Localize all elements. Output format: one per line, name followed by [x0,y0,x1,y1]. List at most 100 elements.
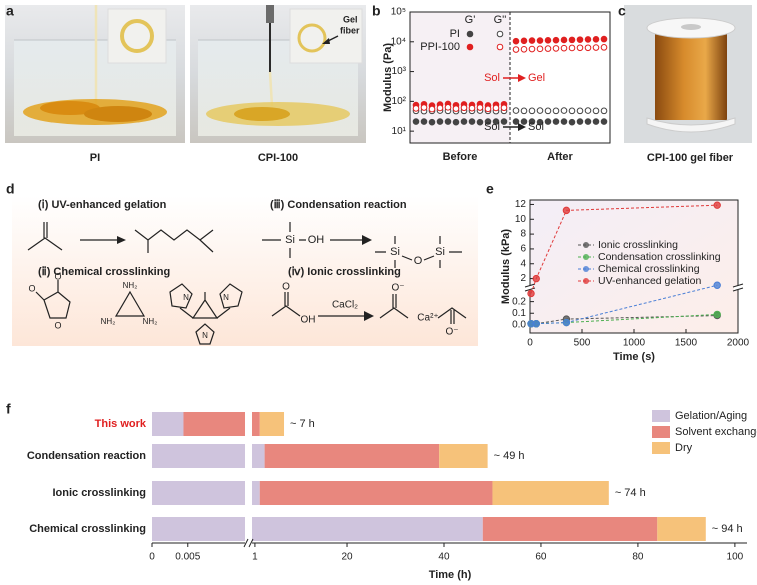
atom-label: O⁻ [391,283,404,294]
data-point [552,45,560,52]
atom-label: O [28,283,35,293]
annotation-arrowhead [518,123,526,131]
annotation-arrowhead [518,74,526,82]
data-point [536,37,544,44]
data-point [460,104,468,112]
data-point [600,107,608,115]
y-tick-label: 10² [392,96,407,107]
data-point [412,118,420,125]
atom-label: O [54,271,61,281]
legend-label: Ionic crosslinking [598,239,678,251]
axis-break-mark [732,287,744,292]
data-point [600,35,608,43]
x-axis-label: Time (s) [613,351,655,363]
data-point [713,281,721,289]
panel-label: f [6,401,11,417]
data-point [412,105,420,112]
panel-label: c [618,3,626,19]
reaction-title: (ⅳ) Ionic crosslinking [288,266,401,278]
y-tick-label: 0.2 [512,296,526,307]
data-point [560,107,568,114]
axis-break-mark [248,538,254,548]
data-point [584,44,592,52]
annotation: Sol [528,121,544,133]
axis-break-mark [243,538,249,548]
data-point [512,107,520,114]
total-label: ~ 7 h [290,418,315,430]
data-point [520,107,528,115]
data-point [592,118,600,125]
atom-label: O⁻ [445,327,458,338]
data-point [560,36,568,44]
bar-segment [482,517,658,541]
legend-swatch [652,426,670,438]
atom-label: O [282,282,290,293]
atom-label: O [54,320,61,330]
data-point [568,36,576,44]
photo-spool [624,5,752,143]
data-point [536,118,544,126]
reaction-scheme [12,196,478,346]
data-point [560,118,568,125]
x-tick-label: 1000 [623,338,646,349]
legend-label: Solvent exchange [675,426,757,438]
atom-label: NH₂ [101,317,116,326]
inset-label: fiber [340,25,360,35]
data-point [520,37,528,45]
atom-label: NH₂ [123,281,138,290]
data-point [436,104,444,112]
legend-marker [583,278,589,284]
data-point [544,45,552,52]
bar-segment [152,412,184,436]
bar-segment [264,444,440,468]
legend-label: PPI-100 [420,41,460,53]
y-tick-label: 8 [520,229,526,240]
bar-segment [252,517,483,541]
atom-label: Si [390,246,400,258]
y-tick-label: 10⁴ [391,36,406,47]
y-tick-label: 10 [515,214,527,225]
reaction-title: (ⅰ) UV-enhanced gelation [38,199,167,211]
data-point [536,107,544,114]
bar-segment [152,517,245,541]
x-tick-label: 1500 [675,338,698,349]
atom-label: CaCl₂ [332,300,358,311]
legend-marker [466,43,474,51]
data-point [713,310,721,319]
data-point [592,36,600,43]
y-tick-label: 0.0 [512,320,526,331]
data-point [552,36,560,44]
data-point [436,118,444,125]
data-point [468,104,476,112]
panel-label: e [486,181,494,197]
atom-label: OH [308,234,325,246]
data-point [576,107,584,115]
axis-break [734,286,742,290]
data-point [584,107,592,114]
data-point [600,118,608,125]
annotation: Gel [528,72,545,84]
data-point [592,107,600,115]
total-label: ~ 74 h [615,487,646,499]
data-point [568,118,576,126]
y-tick-label: 10¹ [392,126,407,137]
legend-marker [496,30,504,38]
annotation: Sol [484,72,500,84]
data-point [492,118,500,125]
legend-label: UV-enhanced gelation [598,275,701,287]
data-point [532,274,540,283]
data-point [584,118,592,125]
atom-label: Si [285,234,295,246]
y-tick-label: 6 [520,244,526,255]
photo-caption: CPI-100 [258,152,298,164]
legend-label: Gelation/Aging [675,410,747,422]
panel-label: b [372,3,381,19]
bar-segment [657,517,706,541]
data-point [713,201,721,209]
atom-label: O [414,255,423,267]
data-point [452,105,460,112]
legend-header: G'' [494,14,507,26]
x-tick-label: 40 [438,552,450,563]
data-point [584,36,592,43]
